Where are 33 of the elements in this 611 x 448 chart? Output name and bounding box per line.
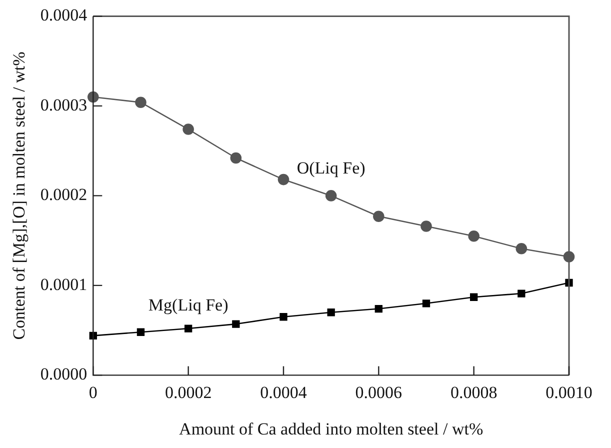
x-axis-title: Amount of Ca added into molten steel / wt%	[179, 419, 484, 438]
point	[470, 293, 478, 301]
point	[280, 313, 288, 321]
point	[230, 152, 242, 164]
point	[420, 220, 432, 232]
x-tick-label: 0.0006	[355, 382, 402, 402]
y-tick-label: 0.0004	[40, 6, 88, 25]
point	[135, 96, 146, 108]
point	[468, 230, 480, 242]
y-tick-label: 0.0000	[40, 364, 88, 384]
x-tick-label: 0.0008	[450, 382, 498, 402]
point	[327, 308, 335, 316]
point	[518, 290, 526, 298]
x-tick-label: 0	[88, 382, 98, 402]
point	[374, 304, 382, 313]
point	[373, 210, 384, 222]
y-tick-label: 0.0003	[40, 95, 88, 114]
y-tick-label: 0.0002	[40, 185, 88, 204]
point	[182, 124, 194, 135]
point	[516, 243, 528, 254]
point	[278, 174, 290, 186]
point	[232, 320, 240, 328]
point	[136, 328, 145, 336]
point	[184, 324, 192, 332]
y-tick-label: 0.0001	[40, 274, 88, 294]
point	[325, 190, 337, 202]
series-label: Mg(Liq Fe)	[148, 296, 228, 315]
x-tick-label: 0.0004	[260, 382, 308, 402]
y-axis-title: Content of [Mg],[O] in molten steel / wt%	[10, 52, 29, 340]
point	[422, 300, 430, 308]
x-tick-label: 0.0010	[546, 382, 592, 402]
x-tick-label: 0.0002	[164, 382, 212, 402]
series-label: O(Liq Fe)	[296, 158, 366, 178]
